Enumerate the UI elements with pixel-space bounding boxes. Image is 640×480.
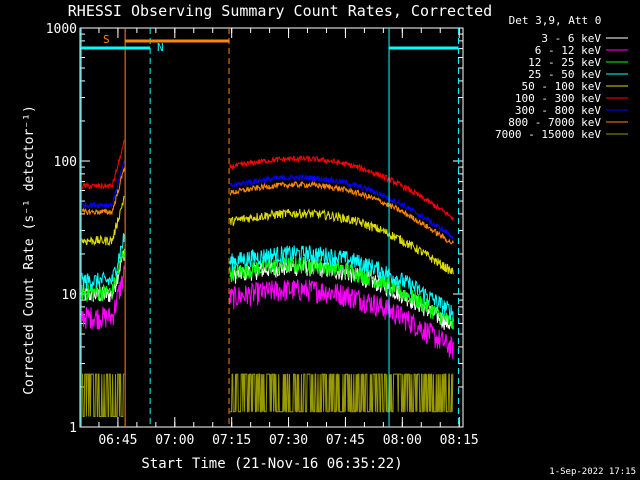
legend-entry-label: 6 - 12 keV	[535, 44, 602, 57]
y-tick-label: 1000	[46, 22, 77, 37]
series-2	[81, 249, 454, 330]
y-tick-label: 10	[61, 288, 77, 303]
plot-frame	[79, 27, 464, 428]
y-tick-label: 1	[69, 421, 77, 436]
series-1	[81, 265, 454, 360]
series-5	[81, 139, 454, 222]
x-tick-label: 07:30	[269, 433, 308, 448]
series-line	[81, 139, 125, 190]
series-line	[81, 195, 125, 247]
x-tick-label: 06:45	[98, 433, 137, 448]
x-tick-label: 08:00	[383, 433, 422, 448]
plot-area: SN	[79, 27, 464, 428]
y-tick-labels: 1 10 100 1000	[46, 22, 77, 436]
legend-title: Det 3,9, Att 0	[509, 14, 602, 27]
chart-title: RHESSI Observing Summary Count Rates, Co…	[68, 2, 492, 20]
series-line	[229, 208, 454, 275]
legend-entry-label: 7000 - 15000 keV	[495, 128, 601, 141]
series-4	[81, 195, 454, 275]
series-line	[229, 154, 454, 222]
series-line	[229, 373, 454, 413]
series-line	[81, 373, 125, 417]
series-7	[81, 167, 454, 245]
legend-entry-label: 800 - 7000 keV	[508, 116, 601, 129]
series-line	[229, 279, 454, 360]
x-tick-labels: 06:45 07:00 07:15 07:30 07:45 08:00 08:15	[98, 433, 478, 448]
y-tick-label: 100	[54, 155, 77, 170]
series-line	[81, 249, 126, 303]
x-tick-label: 07:00	[155, 433, 194, 448]
legend-entry-label: 12 - 25 keV	[528, 56, 601, 69]
legend-entry-label: 50 - 100 keV	[522, 80, 602, 93]
x-tick-label: 07:45	[326, 433, 365, 448]
legend-entry-label: 300 - 800 keV	[515, 104, 601, 117]
series-line	[81, 160, 126, 209]
legend-entry-label: 3 - 6 keV	[541, 32, 601, 45]
legend-entry-label: 100 - 300 keV	[515, 92, 601, 105]
series-8	[81, 373, 454, 417]
footer-date: 1-Sep-2022 17:15	[549, 467, 636, 477]
legend-entry-label: 25 - 50 keV	[528, 68, 601, 81]
series-line	[229, 180, 454, 245]
series-line	[81, 265, 126, 330]
series-6	[81, 160, 454, 240]
x-tick-label: 07:15	[212, 433, 251, 448]
x-axis-label: Start Time (21-Nov-16 06:35:22)	[141, 456, 402, 472]
series-line	[229, 173, 454, 240]
series-line	[229, 256, 454, 330]
series-3	[81, 233, 454, 322]
x-tick-label: 08:15	[440, 433, 479, 448]
series-line	[229, 244, 454, 322]
saa-label: S	[103, 33, 110, 46]
series-line	[81, 167, 126, 216]
series-line	[81, 233, 126, 290]
y-axis-label: Corrected Count Rate (s⁻¹ detector⁻¹)	[22, 105, 37, 395]
night-label: N	[157, 41, 164, 54]
